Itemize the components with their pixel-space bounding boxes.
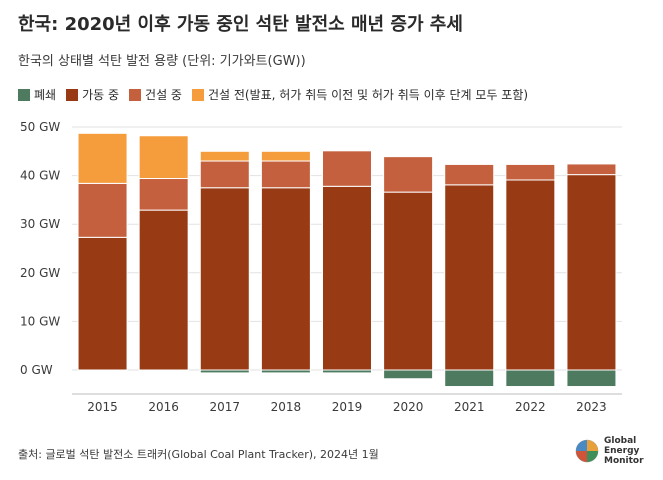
bar-segment [77,236,128,371]
logo-wordmark: Global Energy Monitor [604,436,644,466]
bar-segment [444,369,495,388]
bar-segment [260,160,311,189]
y-tick-label: 10 GW [20,314,60,328]
stacked-bar-chart: 0 GW 10 GW 20 GW 30 GW 40 GW 50 GW 2015 2016 201… [20,120,622,414]
y-tick-label: 20 GW [20,266,60,280]
source-note: 출처: 글로벌 석탄 발전소 트래커(Global Coal Plant Tra… [18,448,379,461]
bar-segment [383,156,434,193]
bar-segment [505,369,556,388]
y-tick-label: 40 GW [20,169,60,183]
x-tick-label: 2021 [454,400,485,414]
x-tick-label: 2015 [87,400,118,414]
bar-segment [444,184,495,371]
y-tick-label: 0 GW [20,363,53,377]
legend-swatch-retired [18,88,30,101]
bar-segment [322,150,372,187]
y-tick-label: 30 GW [20,217,60,231]
bar-segment [566,369,617,388]
bar-segment [260,187,311,371]
bar-segment [199,160,250,189]
bar-segment [505,163,556,181]
bar-segment [138,135,189,180]
legend-item-operating: 가동 중 [66,86,119,103]
x-tick-label: 2017 [210,400,241,414]
bar-segment [383,369,434,380]
legend-item-construction: 건설 중 [129,86,182,103]
bar-segment [138,178,189,211]
bar-segment [199,150,250,162]
y-tick-label: 50 GW [20,120,60,134]
x-tick-label: 2016 [148,400,179,414]
bar-segment [566,163,617,176]
legend-label-pre-construction: 건설 전(발표, 허가 취득 이전 및 허가 취득 이후 단계 모두 포함) [207,88,529,102]
bar-segment [77,182,128,238]
bar-segment [138,209,189,371]
legend-swatch-construction [129,88,142,101]
legend-swatch-operating [66,88,79,101]
bar-segment [505,179,556,371]
logo-line-1: Global [604,436,637,446]
globe-icon [575,439,599,463]
bar-segment [260,150,311,162]
bar-segment [199,187,250,371]
x-tick-label: 2023 [576,400,607,414]
chart-title: 한국: 2020년 이후 가동 중인 석탄 발전소 매년 증가 추세 [18,14,463,35]
legend-swatch-pre-construction [191,88,204,101]
x-tick-label: 2019 [332,400,363,414]
chart-subtitle: 한국의 상태별 석탄 발전 용량 (단위: 기가와트(GW)) [18,54,306,69]
x-tick-label: 2020 [393,400,424,414]
x-tick-label: 2022 [515,400,546,414]
logo-line-3: Monitor [604,456,644,466]
gem-logo: Global Energy Monitor [575,436,644,466]
legend-item-pre-construction: 건설 전(발표, 허가 취득 이전 및 허가 취득 이후 단계 모두 포함) [191,86,529,103]
legend-label-operating: 가동 중 [82,88,120,102]
bar-segment [383,191,434,371]
legend-label-retired: 폐쇄 [34,88,57,102]
bar-segment [444,163,495,186]
bar-segment [77,132,128,184]
legend-item-retired: 폐쇄 [18,86,56,103]
legend-label-construction: 건설 중 [145,88,182,102]
x-tick-label: 2018 [271,400,302,414]
bar-segment [322,185,372,371]
logo-line-2: Energy [604,446,640,456]
bar-segment [566,174,617,371]
chart-legend: 폐쇄 가동 중 건설 중 건설 전(발표, 허가 취득 이전 및 허가 취득 이… [18,86,538,103]
